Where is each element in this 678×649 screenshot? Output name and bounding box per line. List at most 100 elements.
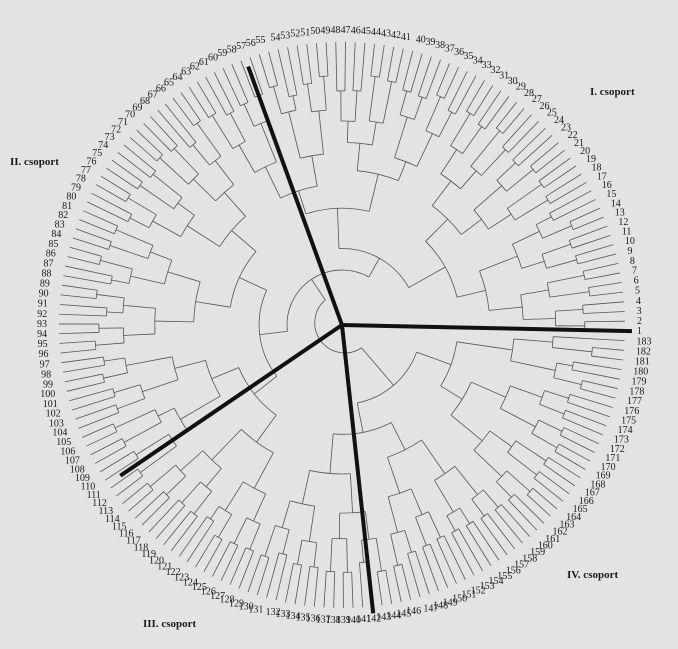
branch-segment bbox=[67, 256, 100, 265]
branch-segment bbox=[484, 96, 510, 130]
branch-segment bbox=[592, 347, 624, 351]
leaf-label: 123 bbox=[174, 572, 189, 583]
branch-arc bbox=[154, 409, 162, 423]
leaf-label: 100 bbox=[40, 389, 55, 400]
branch-segment bbox=[164, 103, 197, 143]
branch-segment bbox=[264, 525, 276, 557]
branch-segment bbox=[382, 81, 393, 124]
leaf-label: 178 bbox=[629, 386, 644, 397]
leaf-label: 163 bbox=[559, 519, 574, 530]
leaf-label: 161 bbox=[545, 534, 560, 545]
leaf-label: 166 bbox=[579, 496, 594, 507]
branch-segment bbox=[553, 377, 582, 386]
branch-segment bbox=[416, 133, 433, 167]
branch-segment bbox=[292, 95, 297, 111]
branch-arc bbox=[173, 197, 183, 210]
branch-segment bbox=[249, 57, 264, 95]
branch-arc bbox=[269, 84, 278, 89]
leaf-label: 134 bbox=[286, 611, 301, 622]
leaf-label: 141 bbox=[356, 614, 371, 625]
leaf-label: 160 bbox=[538, 541, 553, 552]
leaf-label: 82 bbox=[58, 210, 68, 221]
leaf-label: 108 bbox=[70, 464, 85, 475]
branch-segment bbox=[520, 289, 549, 296]
branch-segment bbox=[229, 547, 247, 586]
group-divider bbox=[246, 65, 344, 326]
branch-segment bbox=[523, 318, 556, 320]
branch-segment bbox=[113, 384, 141, 393]
branch-arc bbox=[301, 539, 317, 543]
leaf-label: 154 bbox=[489, 576, 504, 587]
branch-segment bbox=[404, 530, 412, 553]
branch-segment bbox=[444, 66, 459, 99]
branch-segment bbox=[554, 451, 586, 470]
branch-arc bbox=[402, 89, 411, 93]
branch-arc bbox=[275, 525, 290, 530]
leaf-label: 110 bbox=[81, 482, 96, 493]
leaf-label: 52 bbox=[290, 29, 300, 40]
branch-segment bbox=[157, 407, 175, 417]
branch-segment bbox=[99, 450, 135, 473]
branch-segment bbox=[456, 289, 486, 298]
leaf-label: 150 bbox=[452, 594, 467, 605]
branch-segment bbox=[180, 395, 221, 420]
branch-segment bbox=[346, 121, 349, 143]
branch-segment bbox=[155, 505, 186, 539]
branch-segment bbox=[311, 279, 326, 301]
group-divider bbox=[119, 323, 344, 478]
branch-segment bbox=[494, 509, 523, 544]
leaf-label: 31 bbox=[499, 70, 509, 81]
leaf-label: 176 bbox=[624, 406, 639, 417]
leaf-label: 29 bbox=[516, 82, 526, 93]
branch-arc bbox=[390, 530, 405, 535]
leaf-label: 114 bbox=[105, 514, 120, 525]
leaf-label: 79 bbox=[71, 183, 81, 194]
branch-segment bbox=[440, 149, 457, 175]
branch-segment bbox=[582, 380, 618, 390]
branch-segment bbox=[422, 546, 439, 592]
branch-segment bbox=[454, 75, 477, 115]
branch-segment bbox=[558, 443, 591, 462]
branch-segment bbox=[273, 86, 282, 114]
branch-segment bbox=[542, 225, 572, 239]
branch-segment bbox=[535, 216, 552, 226]
leaf-label: 8 bbox=[630, 256, 635, 267]
branch-segment bbox=[459, 507, 470, 524]
branch-arc bbox=[347, 142, 373, 146]
branch-segment bbox=[296, 45, 304, 85]
leaf-label: 4 bbox=[636, 296, 641, 307]
branch-segment bbox=[544, 390, 569, 399]
branch-segment bbox=[521, 260, 545, 269]
branch-segment bbox=[502, 114, 532, 148]
branch-segment bbox=[507, 183, 542, 209]
leaf-label: 63 bbox=[181, 67, 191, 78]
branch-arc bbox=[562, 410, 566, 419]
branch-arc bbox=[494, 504, 502, 511]
branch-segment bbox=[71, 396, 116, 411]
branch-segment bbox=[416, 351, 452, 366]
branch-segment bbox=[569, 207, 600, 223]
branch-segment bbox=[106, 311, 123, 314]
branch-segment bbox=[569, 225, 608, 241]
branch-segment bbox=[361, 347, 394, 386]
branch-segment bbox=[135, 433, 169, 456]
branch-segment bbox=[569, 394, 613, 408]
leaf-label: 101 bbox=[43, 399, 58, 410]
leaf-label: 25 bbox=[547, 108, 557, 119]
leaf-label: 97 bbox=[40, 359, 50, 370]
leaf-label: 179 bbox=[632, 376, 647, 387]
branch-segment bbox=[64, 373, 103, 383]
leaf-label: 181 bbox=[635, 356, 650, 367]
leaf-label: 120 bbox=[149, 555, 164, 566]
leaf-label: 170 bbox=[601, 462, 616, 473]
branch-segment bbox=[395, 48, 404, 83]
branch-segment bbox=[297, 540, 303, 565]
branch-segment bbox=[192, 144, 210, 166]
branch-segment bbox=[518, 135, 553, 167]
branch-arc bbox=[171, 356, 179, 380]
branch-segment bbox=[480, 518, 508, 556]
leaf-label: 26 bbox=[539, 101, 549, 112]
leaf-label: 55 bbox=[256, 35, 266, 46]
branch-arc bbox=[436, 535, 445, 540]
